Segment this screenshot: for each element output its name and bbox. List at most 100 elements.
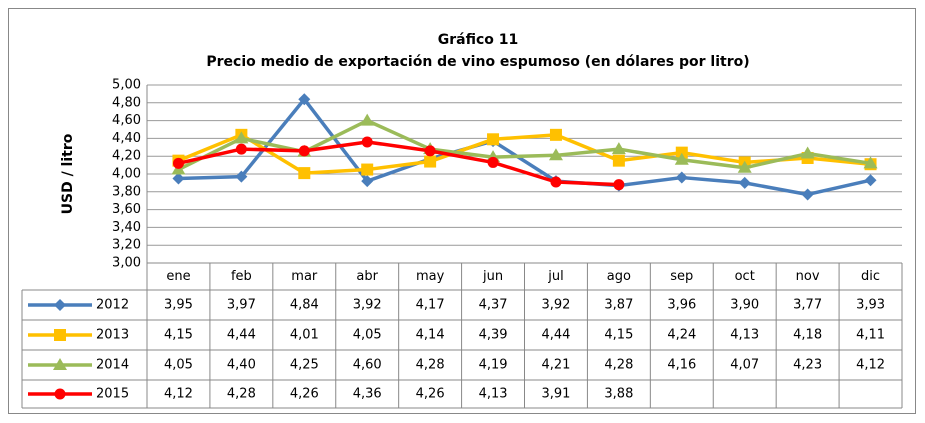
table-value: 4,26 [290, 387, 319, 402]
table-value: 4,15 [604, 328, 633, 343]
marker [487, 133, 500, 146]
marker [172, 157, 184, 169]
marker [298, 167, 311, 180]
chart-subtitle: Precio medio de exportación de vino espu… [206, 54, 749, 70]
table-value: 3,97 [227, 298, 256, 313]
marker [550, 176, 562, 188]
marker [235, 170, 248, 183]
table-value: 3,92 [541, 298, 570, 313]
marker [800, 146, 815, 159]
marker [613, 179, 625, 191]
table-value: 3,96 [667, 298, 696, 313]
marker [53, 358, 67, 370]
x-tick-label: ene [166, 269, 190, 284]
table-value: 4,44 [227, 328, 256, 343]
table-value: 3,87 [604, 298, 633, 313]
chart-title: Gráfico 11 [438, 32, 519, 48]
table-value: 4,14 [416, 328, 445, 343]
marker [612, 154, 625, 167]
marker [548, 148, 563, 161]
series-line [177, 133, 871, 175]
table-value: 4,24 [667, 328, 696, 343]
y-tick-label: 3,00 [112, 256, 141, 271]
marker [611, 142, 626, 155]
x-tick-label: sep [670, 269, 693, 284]
marker [549, 128, 562, 141]
marker [801, 188, 814, 201]
table-value: 3,90 [730, 298, 759, 313]
marker [172, 172, 185, 185]
y-tick-label: 3,60 [112, 202, 141, 217]
legend-label: 2015 [96, 387, 129, 402]
marker [298, 145, 310, 157]
x-tick-label: nov [796, 269, 820, 284]
table-value: 3,95 [164, 298, 193, 313]
table-value: 3,88 [604, 387, 633, 402]
y-tick-label: 4,20 [112, 149, 141, 164]
marker [424, 145, 436, 157]
table-value: 4,05 [353, 328, 382, 343]
y-axis-label: USD / litro [60, 133, 76, 214]
table-value: 4,44 [541, 328, 570, 343]
x-tick-label: jul [547, 269, 563, 284]
table-value: 4,16 [667, 358, 696, 373]
marker [674, 152, 689, 165]
marker [54, 299, 66, 311]
x-tick-label: ago [607, 269, 631, 284]
table-value: 4,28 [416, 358, 445, 373]
marker [737, 160, 752, 173]
x-tick-label: mar [291, 269, 318, 284]
table-value: 4,15 [164, 328, 193, 343]
x-tick-label: jun [482, 269, 503, 284]
series-line [178, 97, 871, 197]
table-value: 4,36 [353, 387, 382, 402]
x-tick-label: feb [231, 269, 252, 284]
table-value: 4,19 [479, 358, 508, 373]
table-value: 4,01 [290, 328, 319, 343]
table-value: 4,23 [793, 358, 822, 373]
marker [235, 143, 247, 155]
table-value: 4,39 [479, 328, 508, 343]
y-tick-label: 3,20 [112, 238, 141, 253]
x-tick-label: abr [356, 269, 378, 284]
x-tick-label: may [416, 269, 445, 284]
table-value: 4,12 [164, 387, 193, 402]
table-value: 4,12 [856, 358, 885, 373]
table-value: 4,28 [604, 358, 633, 373]
table-value: 4,28 [227, 387, 256, 402]
y-tick-label: 4,00 [112, 167, 141, 182]
marker [738, 176, 751, 189]
table-value: 4,60 [353, 358, 382, 373]
table-value: 4,11 [856, 328, 885, 343]
table-value: 4,40 [227, 358, 256, 373]
marker [675, 171, 688, 184]
table-value: 4,18 [793, 328, 822, 343]
table-value: 4,21 [541, 358, 570, 373]
y-tick-label: 4,80 [112, 95, 141, 110]
marker [298, 93, 311, 106]
marker [360, 113, 375, 126]
y-tick-label: 3,80 [112, 184, 141, 199]
legend-label: 2013 [96, 328, 129, 343]
marker [675, 146, 688, 159]
table-value: 3,77 [793, 298, 822, 313]
marker [361, 163, 374, 176]
table-value: 4,26 [416, 387, 445, 402]
x-tick-label: oct [735, 269, 755, 284]
table-value: 3,93 [856, 298, 885, 313]
marker [361, 136, 373, 148]
table-value: 3,91 [541, 387, 570, 402]
marker [234, 131, 249, 144]
marker [54, 329, 66, 341]
table-value: 4,37 [479, 298, 508, 313]
table-value: 4,13 [479, 387, 508, 402]
marker [487, 156, 499, 168]
marker [863, 156, 878, 169]
table-value: 4,05 [164, 358, 193, 373]
y-tick-label: 3,40 [112, 220, 141, 235]
y-tick-label: 5,00 [112, 78, 141, 93]
table-value: 4,17 [416, 298, 445, 313]
y-tick-label: 4,40 [112, 131, 141, 146]
